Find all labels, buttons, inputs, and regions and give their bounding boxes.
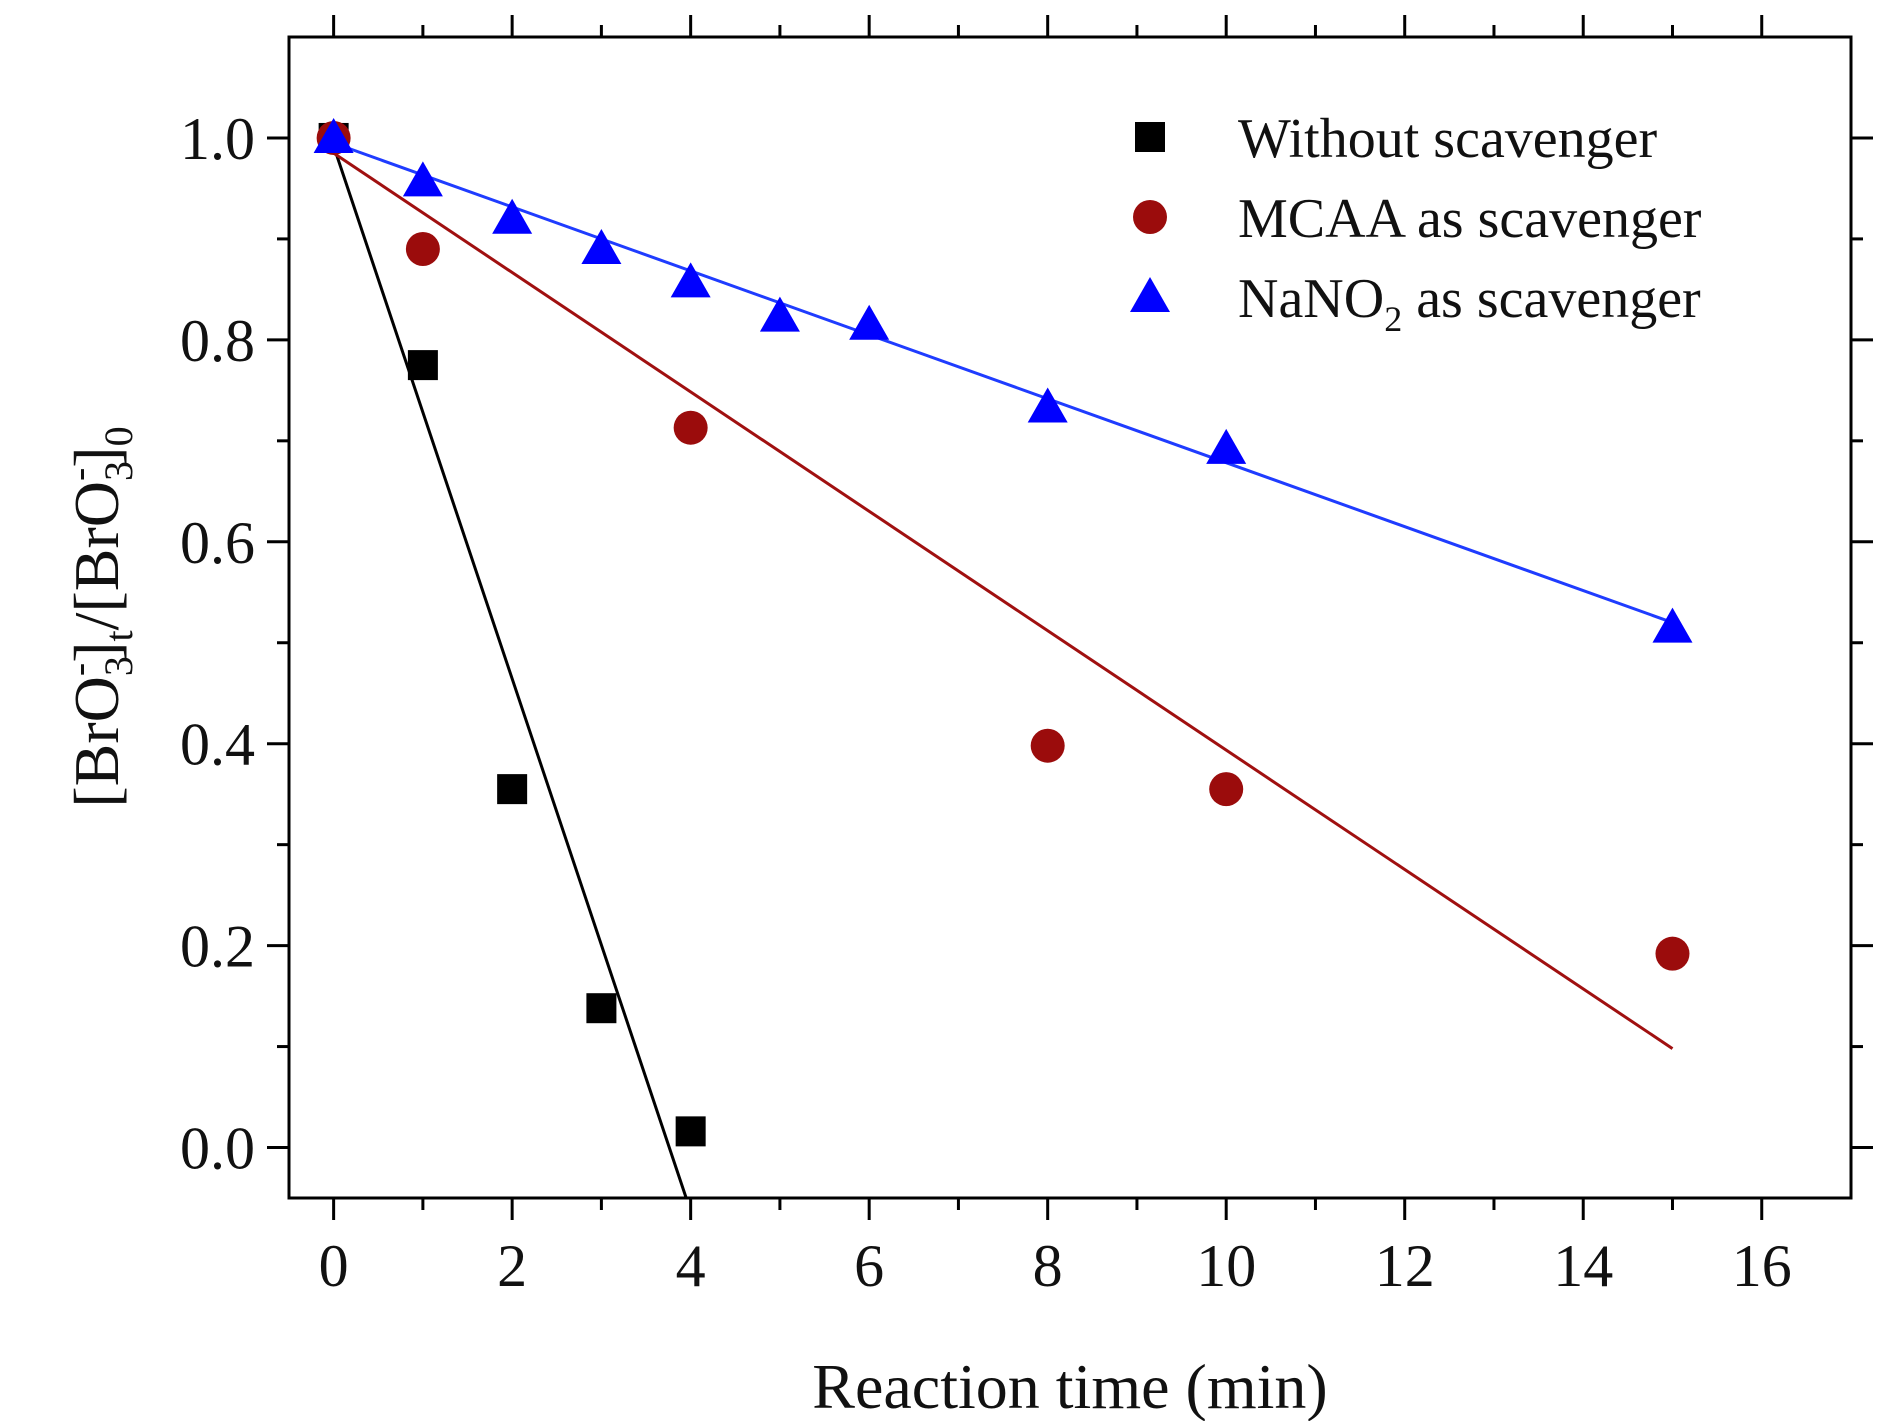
y-axis-title: [BrO3-]t/[BrO3-]0 bbox=[56, 426, 141, 807]
x-tick-label: 2 bbox=[497, 1233, 527, 1299]
y-tick-label: 0.8 bbox=[180, 308, 255, 374]
fit-line bbox=[332, 145, 688, 1199]
data-point bbox=[849, 304, 890, 340]
x-tick-label: 8 bbox=[1033, 1233, 1063, 1299]
data-point bbox=[492, 198, 533, 234]
y-tick-label: 0.0 bbox=[180, 1116, 255, 1182]
ticks: 0 2 4 6 8 10 12 14 16 0.0 0.2 0.4 0.6 0.8 1.0 bbox=[180, 15, 1873, 1299]
data-point bbox=[1655, 936, 1690, 971]
y-axis-title-part4: ] bbox=[61, 446, 132, 467]
data-point bbox=[407, 350, 438, 381]
y-axis-title-sub1: 3 bbox=[96, 656, 141, 676]
y-axis-title-part3: /[BrO bbox=[61, 481, 132, 630]
data-point bbox=[673, 410, 708, 445]
data-points bbox=[313, 117, 1693, 1147]
y-axis-title-sub4: 0 bbox=[96, 426, 141, 446]
x-tick-label: 4 bbox=[676, 1233, 706, 1299]
data-point bbox=[586, 993, 617, 1024]
data-point bbox=[405, 232, 440, 267]
data-point bbox=[313, 117, 354, 153]
y-tick-label: 0.2 bbox=[180, 914, 255, 980]
legend-label: MCAA as scavenger bbox=[1238, 188, 1702, 250]
legend-label: Without scavenger bbox=[1238, 108, 1658, 170]
data-point bbox=[497, 774, 528, 805]
y-tick-label: 0.6 bbox=[180, 510, 255, 576]
fit-line bbox=[332, 151, 1674, 1050]
data-point bbox=[1209, 772, 1244, 807]
data-point bbox=[402, 161, 443, 197]
x-tick-label: 14 bbox=[1553, 1233, 1613, 1299]
fit-line bbox=[333, 141, 1673, 624]
y-axis-title-sup1: - bbox=[56, 663, 101, 676]
x-axis-title: Reaction time (min) bbox=[812, 1351, 1327, 1421]
data-point bbox=[1027, 387, 1068, 423]
data-point bbox=[581, 229, 622, 265]
y-axis-title-sub2: t bbox=[96, 630, 141, 641]
y-axis-title-sub3: 3 bbox=[96, 461, 141, 481]
y-tick-label: 0.4 bbox=[180, 712, 255, 778]
data-point bbox=[759, 296, 800, 332]
legend-marker bbox=[1135, 122, 1165, 152]
y-tick-label: 1.0 bbox=[180, 106, 255, 172]
legend: Without scavenger MCAA as scavenger NaNO2 … bbox=[1130, 108, 1702, 339]
svg-text:[BrO3-]t/[BrO3-]0: [BrO3-]t/[BrO3-]0 bbox=[56, 426, 141, 807]
legend-label: NaNO2 as scavenger bbox=[1238, 268, 1701, 339]
y-axis-title-part1: [BrO bbox=[61, 676, 132, 808]
x-tick-label: 12 bbox=[1375, 1233, 1435, 1299]
fit-lines bbox=[332, 141, 1674, 1199]
data-point bbox=[1030, 728, 1065, 763]
data-point bbox=[1206, 428, 1247, 464]
x-tick-label: 16 bbox=[1732, 1233, 1792, 1299]
legend-marker bbox=[1130, 277, 1170, 312]
x-tick-label: 0 bbox=[319, 1233, 349, 1299]
legend-marker bbox=[1133, 200, 1167, 234]
data-point bbox=[675, 1116, 706, 1147]
data-point bbox=[1652, 607, 1693, 643]
x-tick-label: 10 bbox=[1196, 1233, 1256, 1299]
x-tick-label: 6 bbox=[854, 1233, 884, 1299]
y-axis-title-part2: ] bbox=[61, 641, 132, 662]
plot-area bbox=[287, 35, 1853, 1200]
y-axis-title-sup3: - bbox=[56, 468, 101, 481]
data-point bbox=[670, 262, 711, 298]
